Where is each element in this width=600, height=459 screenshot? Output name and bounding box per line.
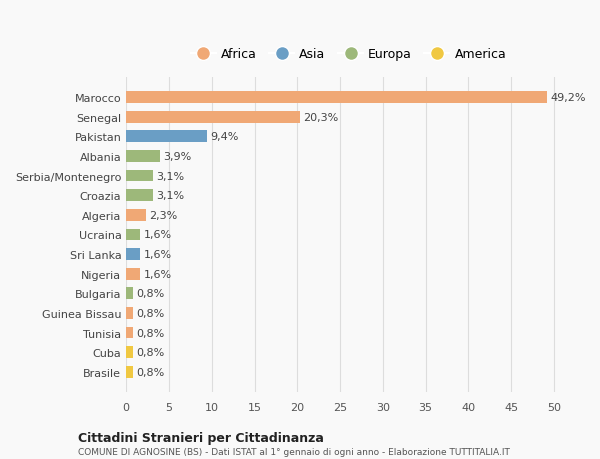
Bar (126, 268, 140, 280)
Text: 1,6%: 1,6% (143, 269, 172, 279)
Text: 0,8%: 0,8% (136, 328, 165, 338)
Text: 1,6%: 1,6% (143, 230, 172, 240)
Text: 0,8%: 0,8% (136, 347, 165, 358)
Text: 0,8%: 0,8% (136, 289, 165, 299)
Text: COMUNE DI AGNOSINE (BS) - Dati ISTAT al 1° gennaio di ogni anno - Elaborazione T: COMUNE DI AGNOSINE (BS) - Dati ISTAT al … (78, 448, 510, 456)
Bar (126, 347, 133, 358)
Bar (126, 131, 206, 143)
Text: 0,8%: 0,8% (136, 367, 165, 377)
Text: 3,1%: 3,1% (156, 191, 184, 201)
Bar (126, 112, 300, 123)
Text: 0,8%: 0,8% (136, 308, 165, 318)
Text: 2,3%: 2,3% (149, 210, 178, 220)
Bar (126, 308, 133, 319)
Text: 3,9%: 3,9% (163, 151, 191, 162)
Text: 9,4%: 9,4% (210, 132, 238, 142)
Bar (126, 366, 133, 378)
Bar (126, 249, 140, 260)
Text: Cittadini Stranieri per Cittadinanza: Cittadini Stranieri per Cittadinanza (78, 431, 324, 444)
Bar (126, 92, 547, 104)
Bar (126, 190, 153, 202)
Bar (126, 288, 133, 300)
Text: 1,6%: 1,6% (143, 250, 172, 259)
Bar (126, 170, 153, 182)
Text: 3,1%: 3,1% (156, 171, 184, 181)
Bar (126, 209, 146, 221)
Legend: Africa, Asia, Europa, America: Africa, Asia, Europa, America (186, 43, 511, 66)
Bar (126, 229, 140, 241)
Text: 49,2%: 49,2% (550, 93, 586, 103)
Bar (126, 151, 160, 162)
Bar (126, 327, 133, 339)
Text: 20,3%: 20,3% (303, 112, 338, 123)
